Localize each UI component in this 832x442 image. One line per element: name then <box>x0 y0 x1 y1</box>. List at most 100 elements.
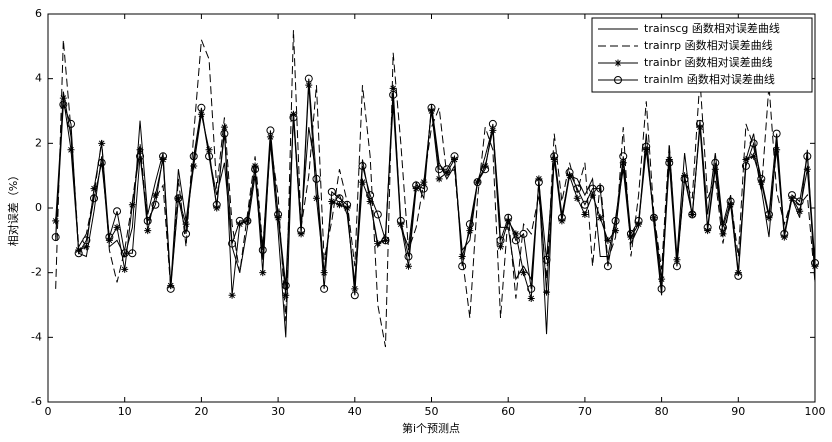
marker <box>266 126 275 135</box>
marker <box>136 146 144 154</box>
marker <box>220 129 229 138</box>
marker <box>282 291 290 299</box>
marker <box>289 113 298 122</box>
marker <box>82 243 90 251</box>
marker <box>497 243 505 251</box>
marker <box>98 139 106 147</box>
marker <box>113 207 122 216</box>
marker <box>335 194 344 203</box>
marker <box>488 119 497 128</box>
marker <box>649 213 658 222</box>
marker <box>159 152 168 161</box>
marker <box>189 152 198 161</box>
series-line <box>55 78 816 296</box>
marker <box>612 227 620 235</box>
marker <box>466 227 474 235</box>
marker <box>611 216 620 225</box>
y-tick-label: -2 <box>31 266 42 279</box>
marker <box>596 214 604 222</box>
marker <box>588 184 597 193</box>
x-tick-label: 40 <box>348 405 362 418</box>
marker <box>327 187 336 196</box>
marker <box>235 216 244 225</box>
marker <box>243 216 252 225</box>
marker <box>320 269 328 277</box>
x-tick-label: 10 <box>118 405 132 418</box>
marker <box>527 284 536 293</box>
marker <box>328 198 336 206</box>
y-tick-label: -6 <box>31 395 42 408</box>
marker <box>205 152 214 161</box>
marker <box>419 184 428 193</box>
x-axis-label: 第i个预测点 <box>402 421 460 435</box>
marker <box>672 262 681 271</box>
marker <box>780 229 789 238</box>
marker <box>573 184 582 193</box>
marker <box>534 178 543 187</box>
marker <box>634 216 643 225</box>
marker <box>658 275 666 283</box>
marker <box>220 123 228 131</box>
marker <box>619 152 628 161</box>
marker <box>773 146 781 154</box>
marker <box>67 146 75 154</box>
marker <box>589 191 597 199</box>
x-tick-label: 50 <box>425 405 439 418</box>
marker <box>320 284 329 293</box>
marker <box>366 198 374 206</box>
marker <box>90 185 98 193</box>
marker <box>120 249 129 258</box>
marker <box>757 174 766 183</box>
marker <box>680 174 689 183</box>
marker <box>412 181 421 190</box>
y-tick-label: 4 <box>35 72 42 85</box>
marker <box>197 110 205 118</box>
marker <box>82 236 91 245</box>
marker <box>404 252 413 261</box>
y-tick-label: -4 <box>31 330 42 343</box>
marker <box>182 229 191 238</box>
marker <box>626 229 635 238</box>
legend-label: trainscg 函数相对误差曲线 <box>644 21 780 35</box>
marker <box>481 165 490 174</box>
marker <box>197 103 206 112</box>
marker <box>128 201 136 209</box>
marker <box>573 194 581 202</box>
marker <box>803 152 812 161</box>
marker <box>688 210 697 219</box>
marker <box>711 158 720 167</box>
marker <box>665 158 674 167</box>
marker <box>59 94 67 102</box>
marker <box>143 216 152 225</box>
y-tick-label: 0 <box>35 201 42 214</box>
marker <box>105 233 114 242</box>
x-tick-label: 100 <box>805 405 826 418</box>
marker <box>427 103 436 112</box>
x-tick-label: 20 <box>194 405 208 418</box>
marker <box>465 220 474 229</box>
plot-frame <box>47 13 816 403</box>
marker <box>657 284 666 293</box>
marker <box>581 210 589 218</box>
marker <box>51 233 60 242</box>
marker <box>404 262 412 270</box>
marker <box>74 249 83 258</box>
marker <box>614 76 622 84</box>
marker <box>113 223 121 231</box>
marker <box>259 269 267 277</box>
marker <box>212 200 221 209</box>
marker <box>373 210 382 219</box>
x-tick-label: 70 <box>578 405 592 418</box>
marker <box>726 197 735 206</box>
marker <box>366 191 375 200</box>
marker <box>374 240 382 248</box>
marker <box>695 119 704 128</box>
marker <box>274 210 283 219</box>
marker <box>604 236 612 244</box>
marker <box>381 236 390 245</box>
marker <box>580 200 589 209</box>
marker <box>151 191 159 199</box>
marker <box>144 227 152 235</box>
marker <box>128 249 137 258</box>
